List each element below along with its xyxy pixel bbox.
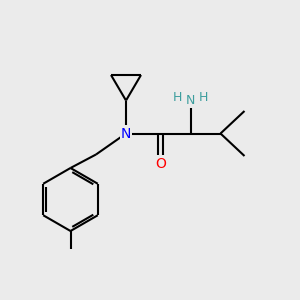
Text: H: H bbox=[173, 91, 183, 104]
Text: N: N bbox=[186, 94, 195, 107]
Text: O: O bbox=[155, 157, 166, 170]
Text: H: H bbox=[198, 91, 208, 104]
Text: N: N bbox=[121, 127, 131, 140]
